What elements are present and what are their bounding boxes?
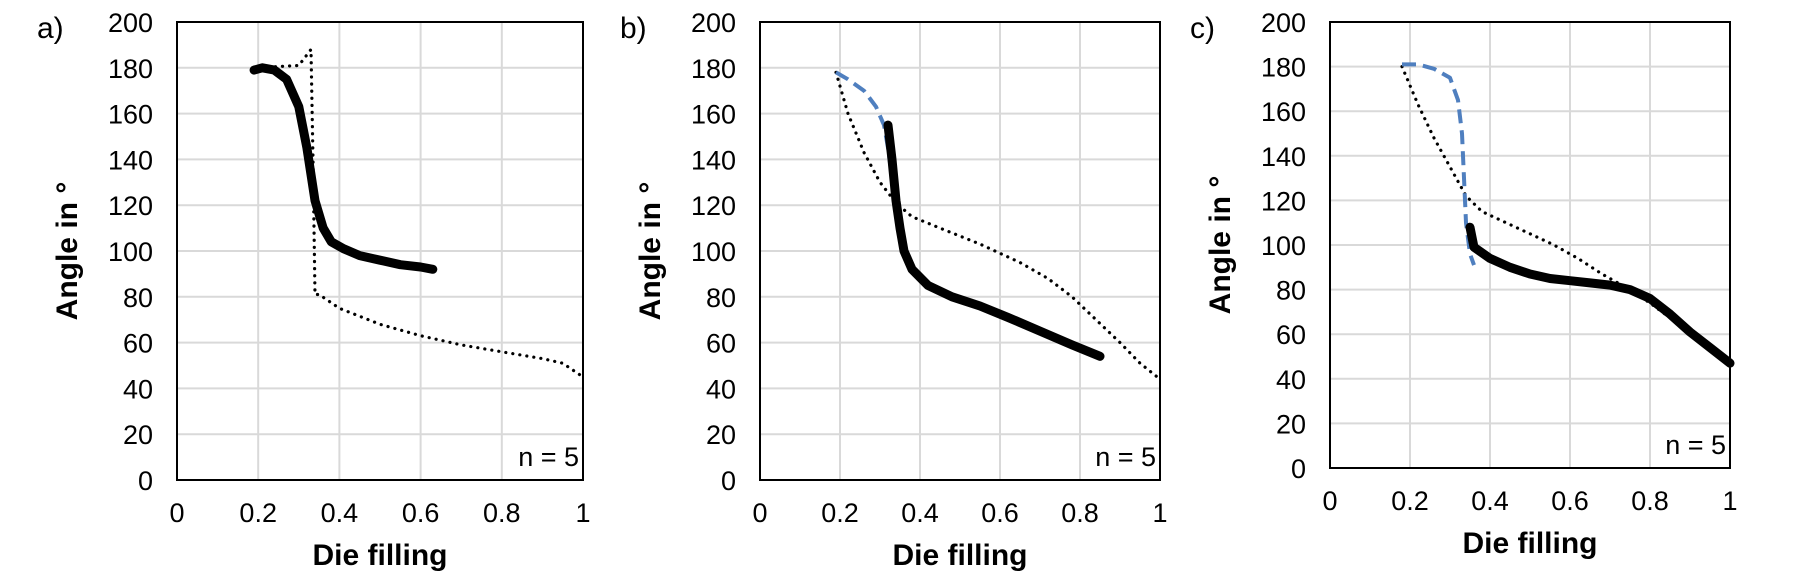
- x-tick-label: 0: [1322, 486, 1337, 516]
- y-tick-label: 40: [1276, 365, 1306, 395]
- series-thick-line: [249, 63, 438, 274]
- y-tick-label: 180: [1261, 53, 1306, 83]
- plot-frame: [176, 21, 584, 481]
- x-tick-label: 0.2: [239, 498, 277, 528]
- x-tick-label: 0.2: [1391, 486, 1429, 516]
- y-axis-title: Angle in °: [634, 182, 667, 321]
- y-tick-label: 140: [691, 145, 736, 175]
- plot-frame: [759, 21, 1161, 481]
- x-tick-label: 0.8: [483, 498, 521, 528]
- x-tick-label: 0.6: [981, 498, 1019, 528]
- x-tick-label: 0.8: [1631, 486, 1669, 516]
- series-dotted-line: [1400, 64, 1732, 367]
- x-tick-label: 1: [1722, 486, 1737, 516]
- y-tick-label: 60: [706, 329, 736, 359]
- y-tick-label: 60: [1276, 320, 1306, 350]
- y-tick-label: 0: [138, 466, 153, 496]
- y-tick-label: 120: [108, 191, 153, 221]
- y-tick-label: 200: [691, 8, 736, 38]
- y-tick-label: 140: [108, 145, 153, 175]
- y-tick-label: 0: [1291, 454, 1306, 484]
- panel-2: 0 0.2 0.4 0.6 0.8 1 0 20 40 60 80 100 120 140 160 180 20…: [620, 8, 1168, 572]
- y-axis-title: Angle in °: [1204, 176, 1237, 315]
- series-thick-line: [883, 120, 1105, 361]
- x-tick-label: 0.4: [321, 498, 359, 528]
- y-tick-label: 100: [691, 237, 736, 267]
- x-tick-label: 0.4: [1471, 486, 1509, 516]
- y-tick-label: 60: [123, 329, 153, 359]
- sample-count-annotation: n = 5: [518, 442, 579, 472]
- y-tick-label: 160: [691, 100, 736, 130]
- plot-frame: [1329, 21, 1731, 469]
- series-thick-line: [1465, 222, 1735, 368]
- panel-label: a): [37, 12, 64, 45]
- y-tick-label: 40: [123, 374, 153, 404]
- x-axis-title: Die filling: [313, 539, 448, 572]
- x-tick-label: 0.6: [402, 498, 440, 528]
- sample-count-annotation: n = 5: [1095, 442, 1156, 472]
- y-tick-label: 120: [691, 191, 736, 221]
- panel-3: 0 0.2 0.4 0.6 0.8 1 0 20 40 60 80 100 120 140 160 180 20…: [1190, 8, 1738, 560]
- x-tick-label: 0.4: [901, 498, 939, 528]
- y-tick-label: 140: [1261, 142, 1306, 172]
- x-tick-label: 0: [169, 498, 184, 528]
- y-tick-label: 160: [1261, 97, 1306, 127]
- y-axis-title: Angle in °: [51, 182, 84, 321]
- y-tick-label: 160: [108, 100, 153, 130]
- y-tick-label: 80: [1276, 276, 1306, 306]
- x-tick-label: 0: [752, 498, 767, 528]
- x-tick-label: 1: [575, 498, 590, 528]
- series-dotted-line: [834, 70, 1162, 381]
- y-tick-label: 80: [123, 283, 153, 313]
- y-tick-label: 20: [123, 420, 153, 450]
- x-tick-label: 0.6: [1551, 486, 1589, 516]
- y-tick-label: 180: [108, 54, 153, 84]
- y-tick-label: 40: [706, 374, 736, 404]
- y-tick-label: 20: [1276, 409, 1306, 439]
- y-tick-label: 200: [1261, 8, 1306, 38]
- x-axis-title: Die filling: [893, 539, 1028, 572]
- sample-count-annotation: n = 5: [1665, 430, 1726, 460]
- y-tick-label: 20: [706, 420, 736, 450]
- x-tick-label: 0.2: [821, 498, 859, 528]
- series-dashed-line: [1402, 62, 1476, 266]
- panel-label: b): [620, 12, 647, 45]
- y-tick-label: 200: [108, 8, 153, 38]
- y-tick-label: 180: [691, 54, 736, 84]
- x-tick-label: 1: [1152, 498, 1167, 528]
- y-tick-label: 100: [1261, 231, 1306, 261]
- y-tick-label: 120: [1261, 186, 1306, 216]
- x-tick-label: 0.8: [1061, 498, 1099, 528]
- y-tick-label: 80: [706, 283, 736, 313]
- panel-1: 0 0.2 0.4 0.6 0.8 1 0 20 40 60 80 100 120 140 160 180 20…: [37, 8, 591, 572]
- x-axis-title: Die filling: [1463, 527, 1598, 560]
- panel-label: c): [1190, 12, 1215, 45]
- series-dotted-line: [252, 47, 585, 379]
- y-tick-label: 0: [721, 466, 736, 496]
- y-tick-label: 100: [108, 237, 153, 267]
